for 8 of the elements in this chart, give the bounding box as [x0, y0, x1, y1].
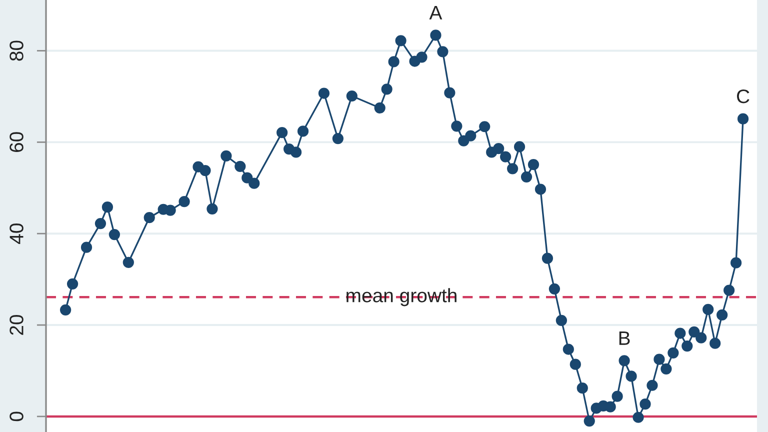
annotation: B — [619, 332, 630, 345]
y-tick-label: 40 — [10, 224, 24, 244]
annotation: A — [429, 6, 442, 20]
y-tick-label: 20 — [10, 314, 24, 335]
y-tick-label: 60 — [10, 132, 24, 152]
y-tick-label: 80 — [10, 40, 24, 61]
y-tick-label: 0 — [10, 412, 24, 422]
annotation: C — [737, 89, 750, 104]
